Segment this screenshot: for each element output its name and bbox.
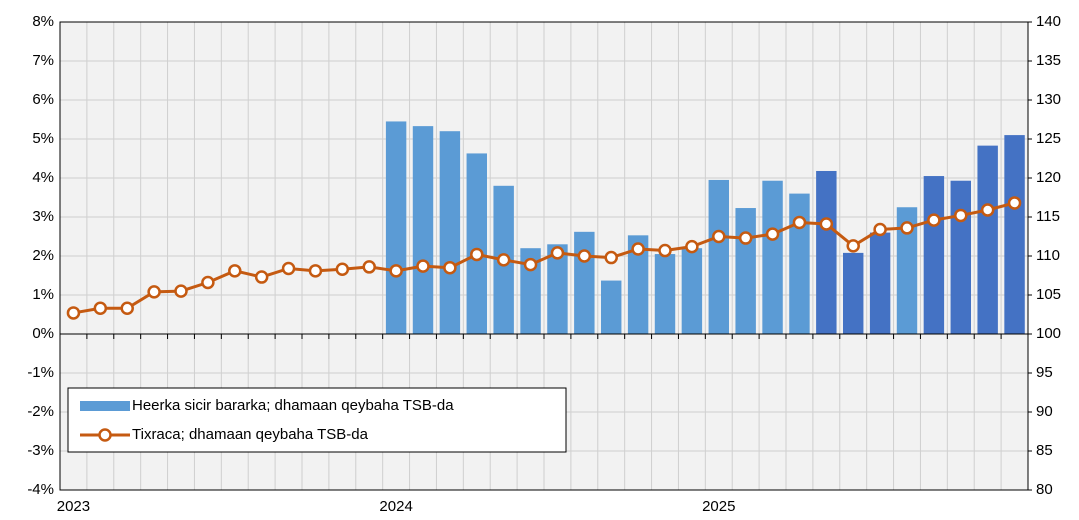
bar [439,131,461,334]
line-marker [873,222,887,237]
bar [923,176,945,334]
y2-tick-label: 115 [1036,208,1060,225]
y2-tick-label: 85 [1036,442,1053,459]
line-marker [685,239,699,254]
legend-swatch [80,401,130,411]
line-marker [254,270,269,284]
line-marker [738,231,753,245]
y-tick-label: 8% [32,13,54,30]
y2-tick-label: 100 [1036,325,1061,342]
y-tick-label: -3% [27,442,54,459]
bar [520,248,541,334]
y2-tick-label: 130 [1036,91,1061,108]
bar [896,207,918,334]
line-marker [120,301,134,316]
line-marker [66,306,81,320]
bar [816,170,837,334]
y2-tick-label: 125 [1036,130,1061,147]
bar [950,180,971,334]
x-tick-label: 2023 [57,498,90,515]
line-marker [765,227,780,241]
y-tick-label: -4% [27,481,54,498]
y-tick-label: 0% [32,325,54,342]
line-marker [604,250,618,265]
y2-tick-label: 120 [1036,169,1061,186]
bar [654,254,676,334]
bar [708,179,729,334]
y-tick-label: 4% [32,169,54,186]
legend: Heerka sicir bararka; dhamaan qeybaha TS… [67,387,567,453]
y-tick-label: -2% [27,403,54,420]
bar [762,180,783,334]
line-marker [228,264,242,278]
line-marker [900,221,914,235]
line-marker [523,257,538,272]
y-tick-label: 1% [32,286,54,303]
bar [681,248,703,334]
line-marker [362,260,376,274]
y2-tick-label: 140 [1036,13,1061,30]
line-marker [550,246,565,260]
y-tick-label: 6% [32,91,54,108]
y-tick-label: 2% [32,247,54,264]
line-marker [631,242,645,256]
legend-label: Tixraca; dhamaan qeybaha TSB-da [132,426,369,443]
bar [977,145,998,334]
line-marker [443,260,457,275]
line-marker [819,217,834,231]
line-marker [980,203,995,217]
bar [385,121,407,334]
line-marker [792,215,807,230]
y2-tick-label: 90 [1036,403,1053,420]
bar [601,280,622,334]
line-marker [927,213,941,227]
bar [466,153,487,334]
line-marker [1007,196,1022,210]
bar [789,193,810,334]
x-tick-label: 2024 [379,498,412,515]
line-marker [335,262,350,277]
y2-tick-label: 105 [1036,286,1061,303]
legend-label: Heerka sicir bararka; dhamaan qeybaha TS… [132,397,454,414]
bar [412,126,434,334]
y-tick-label: 7% [32,52,54,69]
line-marker [470,247,484,262]
line-marker [658,243,672,258]
legend-box [67,387,567,453]
legend-marker [98,428,112,442]
y-tick-label: -1% [27,364,54,381]
line-marker [577,249,592,263]
y2-tick-label: 135 [1036,52,1061,69]
bar [735,208,756,334]
line-marker [954,208,968,223]
line-marker [496,253,511,267]
x-tick-label: 2025 [702,498,735,515]
line-marker [389,264,403,278]
y2-tick-label: 95 [1036,364,1053,381]
line-marker [846,239,860,253]
bar [843,252,864,334]
bar [627,235,649,334]
line-marker [416,259,430,273]
y2-tick-label: 80 [1036,481,1053,498]
line-marker [93,301,108,316]
y-tick-label: 5% [32,130,54,147]
line-marker [712,229,726,244]
bar [574,231,595,334]
y2-tick-label: 110 [1036,247,1060,264]
line-marker [174,284,188,298]
line-marker [281,261,296,276]
bar [1004,135,1025,334]
bar [869,232,891,334]
line-marker [201,275,215,290]
plot-border [59,21,1029,491]
y-tick-label: 3% [32,208,54,225]
line-marker [308,264,323,278]
bar [547,244,568,334]
line-marker [147,285,161,299]
